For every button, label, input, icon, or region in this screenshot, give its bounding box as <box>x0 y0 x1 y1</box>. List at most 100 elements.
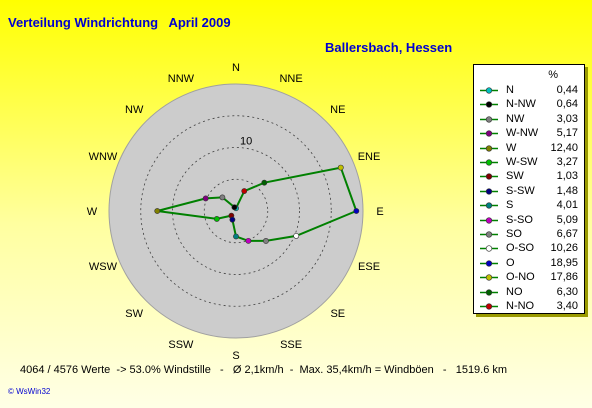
grid-ring-5 <box>203 178 269 244</box>
legend-marker <box>480 144 498 152</box>
legend-label: W-SW <box>506 156 538 168</box>
legend-value: 6,67 <box>556 228 578 240</box>
legend-item: W-SW 3,27 <box>480 155 580 170</box>
direction-label-n: N <box>232 62 240 74</box>
data-point-n-nw <box>231 204 238 211</box>
data-point-so <box>263 238 269 244</box>
legend-item: O-NO 17,86 <box>480 270 580 285</box>
legend-item: SW 1,03 <box>480 169 580 184</box>
direction-label-e: E <box>376 206 383 218</box>
grid-ring-15 <box>140 115 332 307</box>
legend-value: 1,03 <box>556 170 578 183</box>
legend-label: N <box>506 84 514 96</box>
legend-label: O-NO <box>506 271 535 284</box>
legend-unit: % <box>548 69 558 81</box>
data-point-s <box>233 233 239 240</box>
direction-label-s: S <box>232 350 239 362</box>
direction-label-wnw: WNW <box>89 151 118 163</box>
legend-marker <box>480 116 498 123</box>
legend-marker <box>480 159 498 166</box>
legend-label: S-SW <box>506 184 535 197</box>
legend-value: 3,27 <box>556 156 578 168</box>
data-point-o-no <box>337 164 344 171</box>
legend-value: 5,09 <box>556 213 578 226</box>
legend-marker <box>480 216 498 224</box>
legend-item: N-NO 3,40 <box>480 299 580 314</box>
legend-label: N-NO <box>506 300 535 312</box>
ring-label: 10 <box>240 136 252 148</box>
legend-value: 5,17 <box>556 127 578 140</box>
data-point-no <box>261 179 268 186</box>
data-point-s-so <box>245 237 252 244</box>
legend-marker <box>480 188 498 195</box>
legend-value: 0,64 <box>556 98 578 111</box>
legend-marker <box>480 260 498 267</box>
legend-marker <box>480 274 498 281</box>
direction-label-ne: NE <box>330 104 345 116</box>
legend-marker <box>480 173 498 180</box>
legend-value: 17,86 <box>550 271 578 284</box>
legend-item: W 12,40 <box>480 141 580 156</box>
legend-item: S-SO 5,09 <box>480 213 580 228</box>
legend-item: NW 3,03 <box>480 112 580 127</box>
legend-marker <box>480 101 498 108</box>
legend-value: 1,48 <box>556 184 578 197</box>
legend-label: O <box>506 256 515 269</box>
legend-value: 4,01 <box>556 199 578 212</box>
legend-label: NW <box>506 112 525 125</box>
direction-label-nw: NW <box>125 104 144 116</box>
legend-marker <box>480 87 498 94</box>
legend-item: O-SO 10,26 <box>480 241 580 256</box>
legend-label: W-NW <box>506 127 539 140</box>
direction-label-sw: SW <box>125 308 143 320</box>
direction-label-ssw: SSW <box>168 339 194 351</box>
legend-item: N 0,44 <box>480 83 580 98</box>
legend-value: 10,26 <box>550 242 578 255</box>
data-point-w <box>154 208 161 214</box>
direction-label-se: SE <box>330 308 345 320</box>
legend-label: S-SO <box>506 213 533 226</box>
legend-value: 18,95 <box>550 256 578 269</box>
legend-label: NO <box>506 285 523 298</box>
legend-value: 0,44 <box>556 84 578 96</box>
software-credit: © WsWin32 <box>8 387 51 396</box>
legend-label: SO <box>506 228 522 240</box>
legend-item: N-NW 0,64 <box>480 97 580 112</box>
legend-label: W <box>506 141 517 154</box>
direction-label-ese: ESE <box>358 261 380 273</box>
legend-value: 3,03 <box>556 112 578 125</box>
legend-item: SO 6,67 <box>480 227 580 242</box>
direction-label-nne: NNE <box>279 73 302 85</box>
legend-value: 12,40 <box>550 141 578 154</box>
legend-item: W-NW 5,17 <box>480 126 580 141</box>
grid-ring-10 <box>172 147 300 275</box>
legend-item: O 18,95 <box>480 256 580 271</box>
legend-marker <box>480 130 498 137</box>
data-point-nw <box>219 194 226 201</box>
legend-marker <box>480 288 498 296</box>
legend-marker <box>480 303 498 310</box>
data-point-o <box>353 208 360 214</box>
legend-value: 6,30 <box>556 285 578 298</box>
chart-location: Ballersbach, Hessen <box>325 40 453 55</box>
chart-title: Verteilung Windrichtung April 2009 <box>8 15 231 30</box>
stats-line: 4064 / 4576 Werte -> 53.0% Windstille - … <box>20 364 508 376</box>
direction-label-sse: SSE <box>280 339 302 351</box>
legend-marker <box>480 245 498 252</box>
data-point-w-sw <box>213 216 220 222</box>
legend-item: NO 6,30 <box>480 285 580 300</box>
legend-label: N-NW <box>506 98 536 111</box>
legend-label: S <box>506 199 514 212</box>
direction-label-wsw: WSW <box>89 261 118 273</box>
legend-item: S 4,01 <box>480 198 580 213</box>
legend-value: 3,40 <box>556 300 578 312</box>
legend-marker <box>480 231 498 238</box>
data-point-s-sw <box>229 216 236 223</box>
legend-item: S-SW 1,48 <box>480 184 580 199</box>
legend-label: SW <box>506 170 524 183</box>
legend: % N 0,44 N-NW 0,64 NW 3,03 W-NW 5,17 W 12,40 W-SW 3… <box>473 64 585 314</box>
direction-label-ene: ENE <box>358 151 381 163</box>
legend-label: O-SO <box>506 242 535 255</box>
